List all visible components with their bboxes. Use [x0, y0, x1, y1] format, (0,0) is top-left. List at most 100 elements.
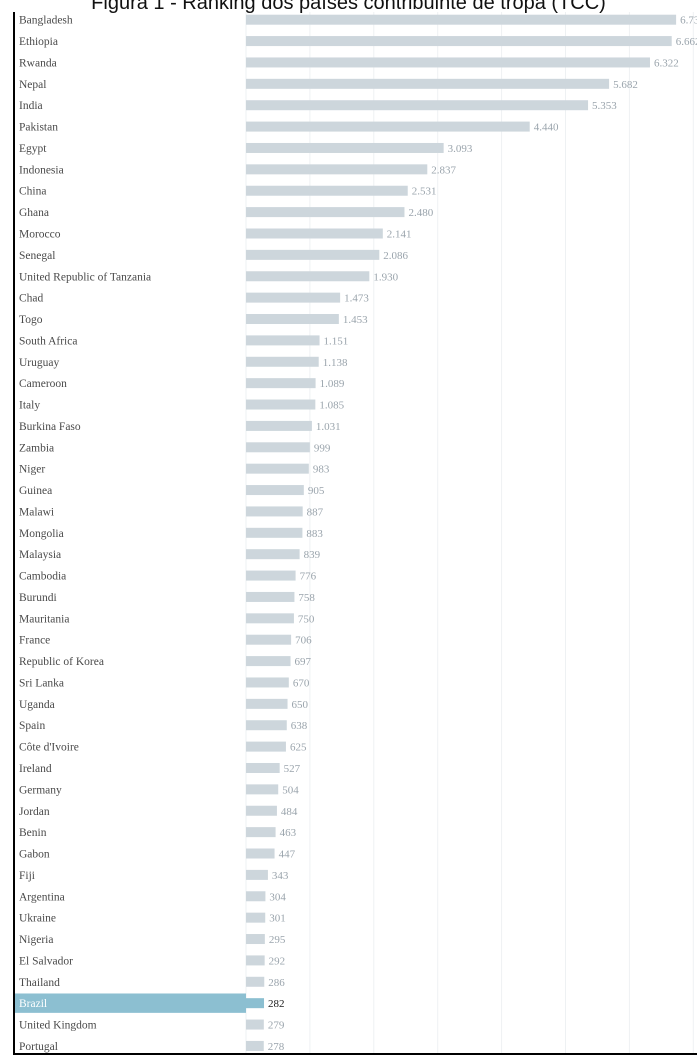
- value-label: 983: [313, 464, 330, 476]
- bar: [246, 164, 428, 175]
- bar-row: Nepal 5.682: [19, 78, 638, 91]
- bar-row: Ireland 527: [19, 762, 301, 775]
- bar-row: Fiji 343: [19, 869, 289, 882]
- category-label: Fiji: [19, 870, 35, 882]
- bar-row: Jordan 484: [19, 805, 298, 818]
- value-label: 2.086: [383, 250, 408, 262]
- bar-row: Burkina Faso 1.031: [19, 420, 341, 433]
- category-label: Spain: [19, 720, 45, 732]
- value-label: 484: [281, 806, 298, 818]
- category-label: Niger: [19, 464, 45, 476]
- bar: [246, 934, 265, 945]
- bar: [246, 463, 309, 474]
- bar: [246, 121, 530, 132]
- value-label: 5.353: [592, 100, 617, 112]
- category-label: Zambia: [19, 442, 54, 454]
- category-label: Morocco: [19, 228, 61, 240]
- category-label: France: [19, 635, 50, 647]
- bar-row: El Salvador 292: [19, 955, 285, 967]
- bar-row: Malawi 887: [19, 506, 324, 518]
- bar: [246, 399, 316, 410]
- bar-row: Bangladesh 6.731: [19, 14, 697, 27]
- category-label: Ghana: [19, 207, 49, 219]
- bar: [246, 805, 277, 816]
- category-label: India: [19, 100, 43, 112]
- bar: [246, 613, 294, 624]
- bar-row: South Africa 1.151: [19, 335, 348, 347]
- category-label: Mauritania: [19, 613, 69, 625]
- bar: [246, 784, 279, 795]
- category-label: Italy: [19, 400, 40, 412]
- bar: [246, 698, 288, 709]
- bar: [246, 549, 300, 560]
- category-label: United Kingdom: [19, 1020, 97, 1032]
- category-label: Guinea: [19, 485, 52, 497]
- value-label: 295: [269, 934, 286, 946]
- bar-row: Uganda 650: [19, 698, 309, 711]
- value-label: 750: [298, 613, 315, 625]
- bar: [246, 249, 380, 260]
- value-label: 5.682: [613, 79, 638, 91]
- value-label: 883: [306, 528, 323, 540]
- bar: [246, 228, 383, 239]
- bar-row: Egypt 3.093: [19, 142, 473, 155]
- category-label: Ireland: [19, 763, 52, 775]
- bar-row: Cambodia 776: [19, 570, 317, 583]
- highlight-row-background: [15, 993, 246, 1013]
- category-label: China: [19, 186, 46, 198]
- bar-row: Rwanda 6.322: [19, 57, 679, 69]
- bar: [246, 998, 265, 1009]
- value-label: 463: [280, 827, 297, 839]
- bar: [246, 485, 304, 496]
- value-label: 504: [282, 784, 299, 796]
- bar: [246, 57, 650, 68]
- bar-row: Argentina 304: [19, 891, 286, 903]
- value-label: 1.089: [320, 378, 345, 390]
- bar: [246, 869, 268, 880]
- category-label: El Salvador: [19, 955, 73, 967]
- category-label: Jordan: [19, 806, 50, 818]
- category-label: Nigeria: [19, 934, 53, 946]
- bar: [246, 570, 296, 581]
- bar-row: India 5.353: [19, 100, 617, 112]
- category-label: Bangladesh: [19, 15, 73, 27]
- value-label: 301: [269, 913, 286, 925]
- value-label: 1.473: [344, 293, 369, 305]
- value-label: 4.440: [534, 122, 559, 134]
- bar: [246, 955, 265, 966]
- category-label: Gabon: [19, 849, 50, 861]
- category-label: Thailand: [19, 977, 60, 989]
- bar: [246, 14, 677, 25]
- bar: [246, 848, 275, 859]
- value-label: 1.085: [319, 400, 344, 412]
- bar-row: Nigeria 295: [19, 934, 286, 946]
- bar-row: Thailand 286: [19, 976, 285, 989]
- value-label: 697: [295, 656, 312, 668]
- category-label: Rwanda: [19, 57, 57, 69]
- value-label: 279: [268, 1020, 285, 1032]
- category-label: Senegal: [19, 250, 55, 262]
- category-label: Côte d'Ivoire: [19, 742, 79, 754]
- value-label: 1.138: [323, 357, 348, 369]
- category-label: Malawi: [19, 506, 54, 518]
- value-label: 2.480: [408, 207, 433, 219]
- bar-row: France 706: [19, 634, 312, 647]
- value-label: 2.837: [431, 164, 456, 176]
- category-label: Togo: [19, 314, 43, 326]
- category-label: Burkina Faso: [19, 421, 81, 433]
- bar: [246, 314, 339, 325]
- bar: [246, 1040, 264, 1051]
- bar-row: Burundi 758: [19, 591, 315, 604]
- value-label: 758: [298, 592, 315, 604]
- bar: [246, 142, 444, 153]
- bar-row: Cameroon 1.089: [19, 378, 345, 390]
- value-label: 2.531: [412, 186, 437, 198]
- value-label: 1.453: [343, 314, 368, 326]
- bar-row: Côte d'Ivoire 625: [19, 741, 307, 754]
- value-label: 1.151: [324, 335, 349, 347]
- bar: [246, 762, 280, 773]
- category-label: Uganda: [19, 699, 55, 711]
- bar: [246, 335, 320, 346]
- bar-row: Gabon 447: [19, 848, 296, 861]
- bar: [246, 527, 303, 538]
